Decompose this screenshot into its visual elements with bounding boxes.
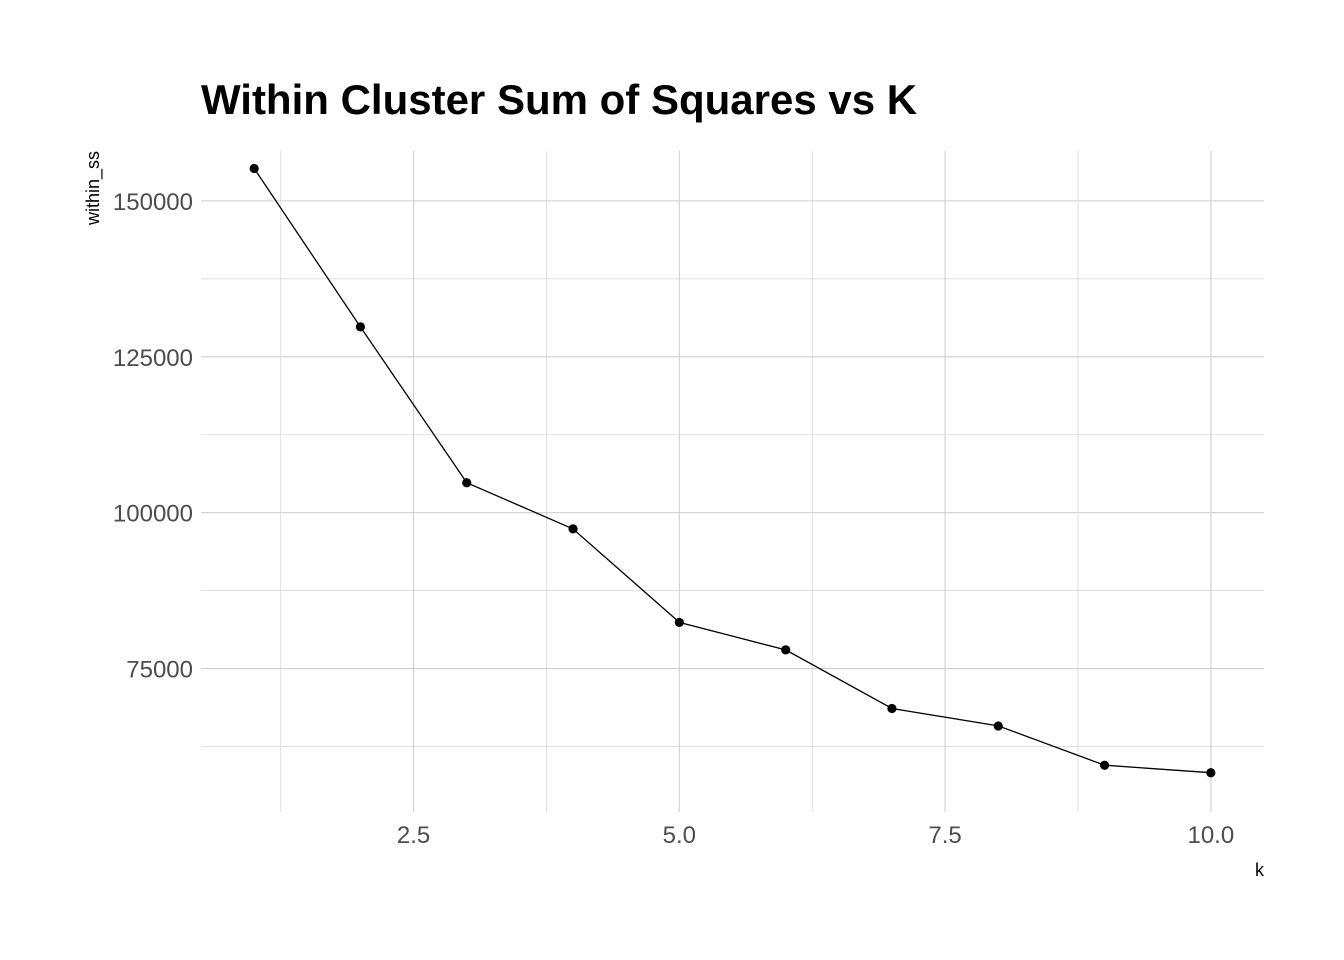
series-within-ss: [249, 163, 1216, 778]
chart-title: Within Cluster Sum of Squares vs K: [201, 76, 917, 123]
axis-tick-labels: 2.5 5.0 7.5 10.0 75000 100000 125000 150000: [113, 189, 1234, 849]
data-point: [355, 322, 366, 332]
data-point: [781, 645, 791, 655]
data-point: [887, 703, 897, 714]
series-line: [253, 168, 1211, 774]
data-point: [993, 721, 1003, 731]
y-axis-title: within_ss: [83, 151, 104, 226]
y-tick-label: 125000: [113, 345, 193, 372]
data-point: [674, 617, 684, 628]
y-tick-label: 150000: [113, 189, 193, 216]
data-point: [249, 163, 259, 174]
grid-lines: [201, 151, 1264, 812]
y-tick-label: 100000: [113, 501, 193, 528]
data-point: [1206, 768, 1216, 778]
x-tick-label: 7.5: [928, 822, 961, 849]
x-tick-label: 2.5: [397, 822, 430, 849]
data-point: [1099, 760, 1110, 770]
data-point: [462, 478, 472, 488]
x-tick-label: 10.0: [1187, 822, 1234, 849]
data-point: [568, 524, 578, 534]
y-tick-label: 75000: [126, 657, 193, 684]
x-axis-title: k: [1255, 860, 1265, 880]
x-tick-label: 5.0: [663, 822, 696, 849]
